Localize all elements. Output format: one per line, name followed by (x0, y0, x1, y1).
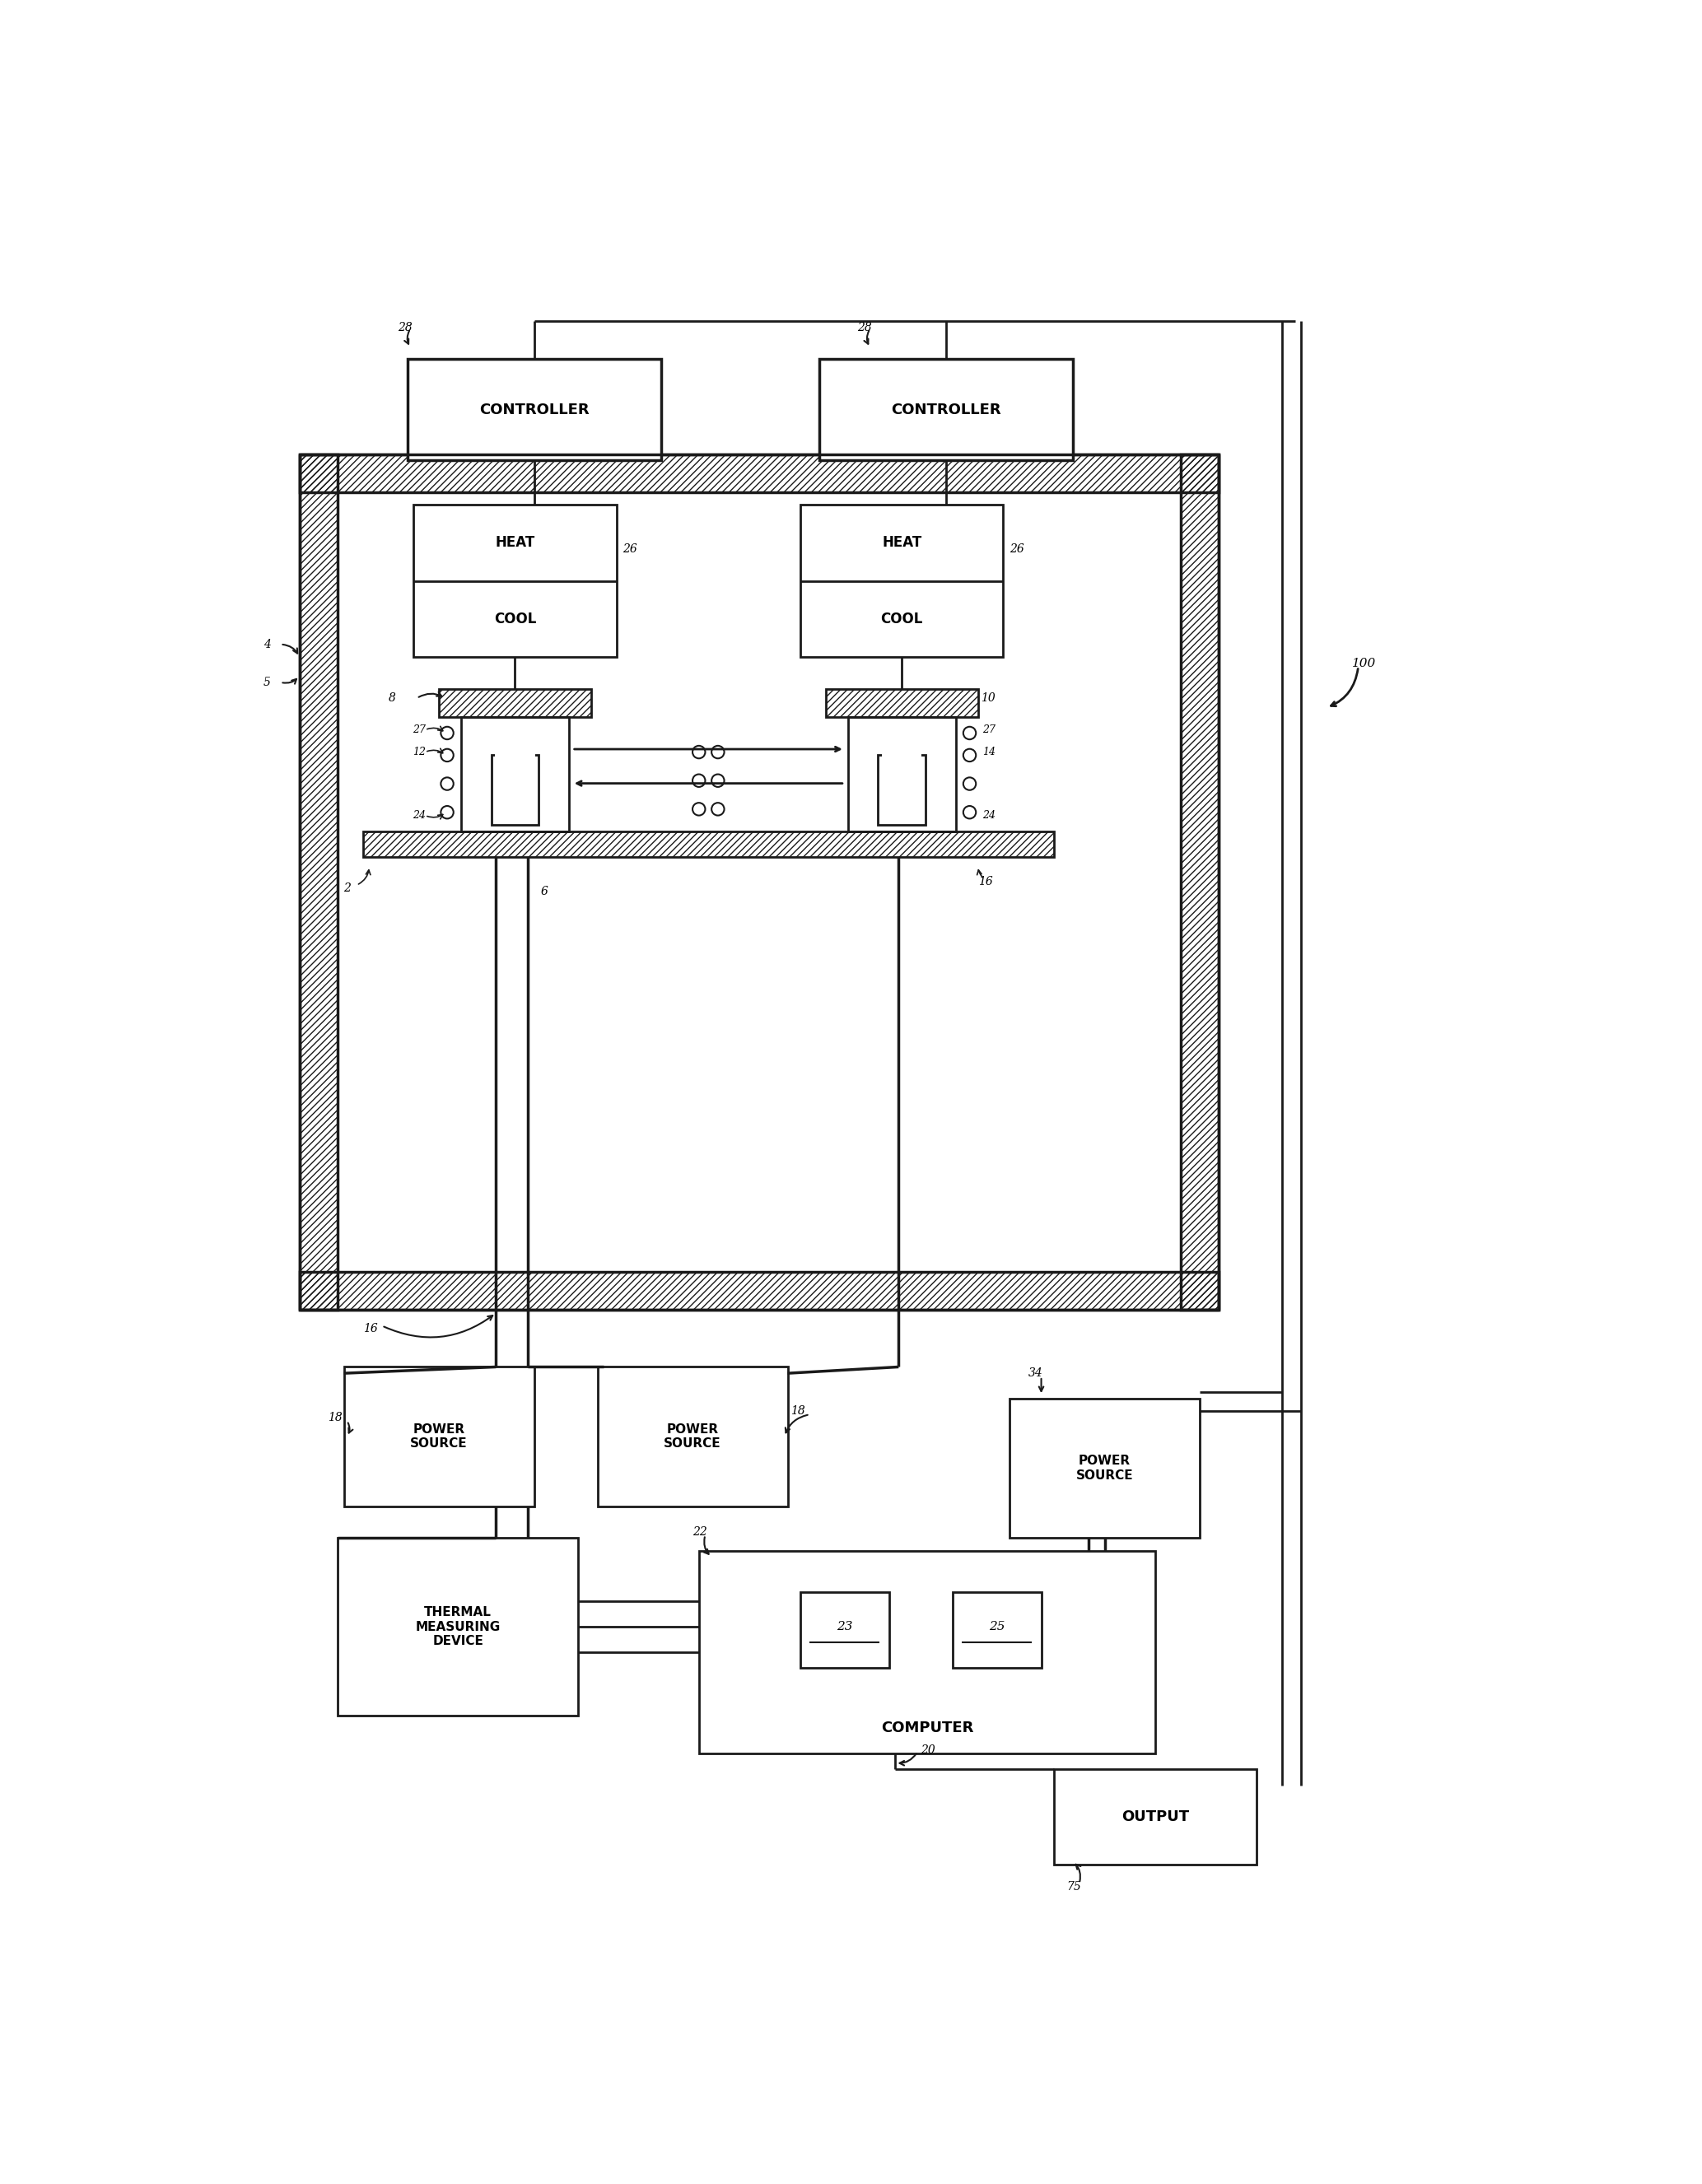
Bar (882, 751, 922, 764)
Bar (800, 1592, 888, 1669)
Bar (700, 1551, 1156, 1754)
Bar (800, 505, 1002, 657)
Bar (1181, 454, 1219, 1310)
Text: 8: 8 (388, 692, 395, 703)
Text: 75: 75 (1067, 1880, 1081, 1894)
Bar (414, 505, 616, 657)
Text: POWER
SOURCE: POWER SOURCE (1076, 1455, 1134, 1481)
Bar (363, 832, 1054, 856)
Text: 25: 25 (989, 1621, 1004, 1634)
Bar (825, 688, 979, 716)
Text: 16: 16 (363, 1324, 378, 1334)
Bar (1009, 1398, 1200, 1538)
Text: 28: 28 (398, 321, 412, 334)
Bar (825, 688, 979, 716)
Text: OUTPUT: OUTPUT (1122, 1811, 1190, 1824)
Text: 28: 28 (858, 321, 871, 334)
Bar (492, 756, 540, 826)
Text: HEAT: HEAT (882, 535, 921, 550)
Bar (407, 358, 660, 461)
Bar (300, 1271, 1219, 1310)
Text: 18: 18 (328, 1411, 342, 1424)
Text: THERMAL
MEASURING
DEVICE: THERMAL MEASURING DEVICE (415, 1605, 500, 1647)
Bar (300, 454, 1219, 491)
Text: 26: 26 (1009, 544, 1025, 555)
Text: 14: 14 (982, 747, 996, 758)
Bar (495, 751, 534, 764)
Bar (337, 1538, 579, 1717)
Text: POWER
SOURCE: POWER SOURCE (410, 1424, 468, 1450)
Bar (819, 358, 1072, 461)
Text: 5: 5 (264, 677, 271, 688)
Text: 18: 18 (791, 1406, 805, 1417)
Text: 34: 34 (1028, 1367, 1043, 1378)
Text: 26: 26 (623, 544, 638, 555)
Text: 16: 16 (979, 876, 992, 887)
Text: 24: 24 (412, 810, 426, 821)
Bar (300, 454, 337, 1310)
Bar (300, 454, 1219, 1310)
Bar (300, 454, 1219, 491)
Bar (1054, 1769, 1256, 1865)
Text: 12: 12 (412, 747, 426, 758)
Bar (439, 688, 591, 716)
Text: 10: 10 (980, 692, 996, 703)
Text: 6: 6 (540, 887, 548, 898)
Text: 27: 27 (412, 725, 426, 736)
Text: 27: 27 (982, 725, 996, 736)
Text: 4: 4 (264, 638, 271, 651)
Bar (337, 491, 1181, 1271)
Bar (300, 454, 337, 1310)
Text: COOL: COOL (880, 612, 922, 627)
Text: CONTROLLER: CONTROLLER (478, 402, 589, 417)
Bar (878, 756, 926, 826)
Bar (1181, 454, 1219, 1310)
Text: HEAT: HEAT (495, 535, 534, 550)
Bar (363, 832, 1054, 856)
Text: 23: 23 (837, 1621, 853, 1634)
Bar (597, 1367, 788, 1507)
Text: COMPUTER: COMPUTER (882, 1721, 974, 1736)
Bar (848, 716, 955, 832)
Bar (439, 688, 591, 716)
Text: 24: 24 (982, 810, 996, 821)
Text: POWER
SOURCE: POWER SOURCE (664, 1424, 722, 1450)
Bar (461, 716, 568, 832)
Text: COOL: COOL (494, 612, 536, 627)
Text: 2: 2 (344, 882, 351, 893)
Text: 100: 100 (1351, 657, 1375, 668)
Bar (344, 1367, 534, 1507)
Bar (953, 1592, 1042, 1669)
Text: 22: 22 (693, 1527, 706, 1538)
Text: CONTROLLER: CONTROLLER (892, 402, 1001, 417)
Text: 20: 20 (921, 1745, 936, 1756)
Bar (300, 1271, 1219, 1310)
